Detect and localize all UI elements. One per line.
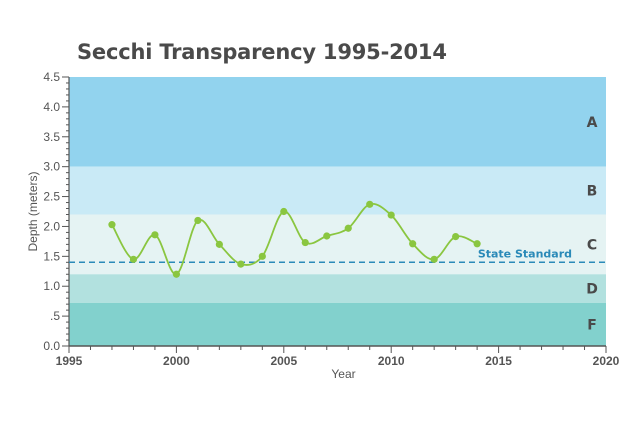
data-point-2005 [280, 207, 288, 216]
x-tick-label: 2020 [593, 354, 620, 368]
data-point-2003 [237, 260, 245, 268]
data-point-1998 [129, 255, 138, 263]
data-point-2011 [409, 240, 417, 248]
zone-label-b: B [587, 184, 598, 200]
data-point-2004 [258, 252, 266, 260]
data-point-2007 [323, 232, 331, 240]
zone-label-c: C [587, 237, 597, 253]
y-tick-label: 3.0 [43, 160, 60, 174]
data-point-2001 [194, 216, 202, 225]
zone-band-d [69, 274, 606, 303]
zone-band-f [69, 302, 606, 346]
x-tick-label: 2015 [485, 354, 512, 368]
zone-band-c [69, 214, 606, 275]
data-point-2008 [344, 224, 352, 232]
data-point-2014 [473, 240, 481, 248]
data-point-2009 [366, 200, 374, 208]
x-tick-label: 2005 [270, 354, 297, 368]
y-axis-title: Depth (meters) [26, 171, 40, 251]
y-tick-label: 4.0 [43, 100, 60, 114]
data-point-2000 [172, 270, 180, 278]
zone-label-d: D [586, 282, 598, 298]
data-point-1997 [108, 221, 116, 229]
x-tick-label: 2010 [378, 354, 405, 368]
y-tick-label: 2.0 [43, 219, 60, 233]
zone-band-a [69, 77, 606, 167]
data-point-1999 [151, 231, 159, 239]
chart-title: Secchi Transparency 1995-2014 [77, 40, 447, 64]
y-tick-label: 3.5 [43, 130, 60, 144]
y-tick-label: 4.5 [43, 70, 60, 84]
y-tick-label: 1.5 [43, 249, 60, 263]
data-point-2012 [430, 255, 438, 263]
y-tick-label: .5 [50, 309, 60, 323]
x-axis-title: Year [331, 367, 355, 381]
y-tick-label: 0.0 [43, 339, 60, 353]
x-tick-label: 2000 [163, 354, 190, 368]
state-standard-label: State Standard [478, 247, 572, 260]
zone-label-f: F [587, 317, 597, 333]
data-point-2010 [387, 211, 395, 219]
data-point-2002 [215, 240, 223, 248]
y-tick-label: 2.5 [43, 190, 60, 204]
y-tick-label: 1.0 [43, 279, 60, 293]
zone-label-a: A [587, 115, 598, 131]
data-point-2013 [452, 233, 460, 241]
zone-band-b [69, 166, 606, 215]
x-tick-label: 1995 [56, 354, 83, 368]
data-point-2006 [301, 238, 309, 247]
